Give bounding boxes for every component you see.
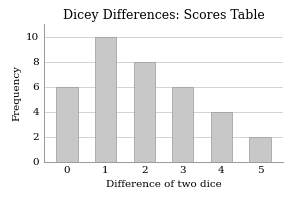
Y-axis label: Frequency: Frequency xyxy=(13,65,22,121)
Bar xyxy=(95,37,116,162)
Title: Dicey Differences: Scores Table: Dicey Differences: Scores Table xyxy=(63,9,264,22)
Bar xyxy=(172,87,193,162)
X-axis label: Difference of two dice: Difference of two dice xyxy=(106,180,221,189)
Bar xyxy=(133,62,155,162)
Bar xyxy=(211,112,232,162)
Bar xyxy=(249,137,271,162)
Bar xyxy=(56,87,78,162)
